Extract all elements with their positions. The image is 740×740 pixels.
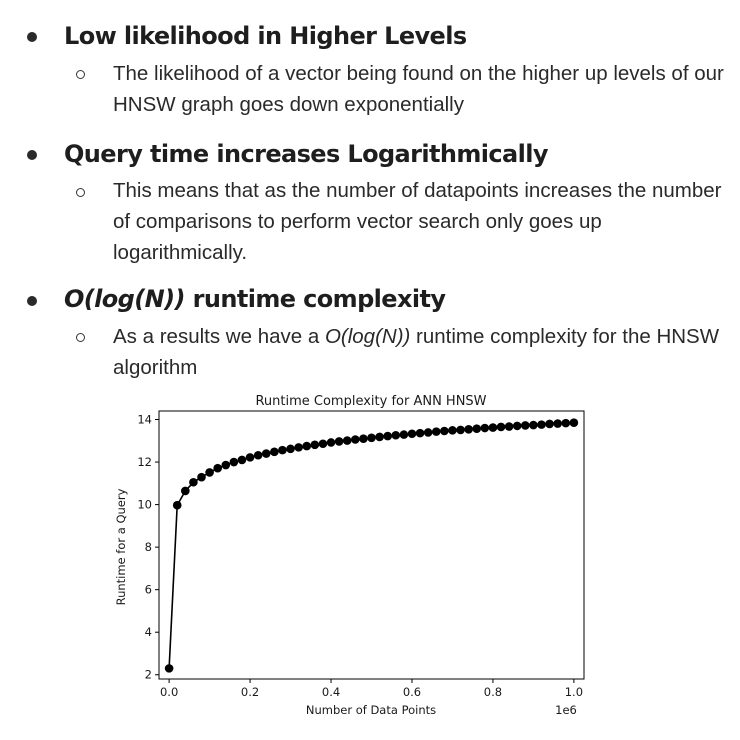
series-line [168, 421, 574, 669]
data-point [529, 420, 538, 430]
data-point [383, 431, 392, 441]
data-point [189, 477, 198, 487]
data-point [172, 500, 182, 510]
data-point [351, 435, 360, 444]
bullet-3-heading: O(log(N)) runtime complexity [64, 285, 446, 313]
data-point [496, 422, 506, 432]
data-point [399, 430, 409, 439]
data-point [261, 449, 271, 458]
bullet-3-heading-italic: O(log(N)) [64, 285, 185, 313]
data-point [521, 421, 530, 430]
data-point [391, 430, 401, 440]
data-point [302, 441, 312, 451]
data-point [512, 421, 522, 431]
x-tick-label: 0.4 [322, 685, 340, 699]
chart-plot-frame [158, 410, 585, 680]
y-tick-label: 12 [137, 455, 152, 469]
bullet-3-sub-before: As a results we have a [113, 325, 325, 348]
data-point [237, 455, 247, 465]
bullet-dot-icon [27, 296, 37, 306]
x-tick-label: 0.0 [160, 685, 178, 699]
data-point [415, 428, 425, 438]
data-point [253, 450, 263, 460]
chart-title: Runtime Complexity for ANN HNSW [255, 394, 486, 409]
sub-bullet-circle-icon [76, 333, 85, 342]
data-point [326, 438, 336, 447]
data-point [367, 433, 376, 443]
bullet-3-subtext: As a results we have a O(log(N)) runtime… [113, 321, 728, 383]
data-point [294, 443, 303, 452]
bullet-2-heading: Query time increases Logarithmically [64, 140, 549, 168]
bullet-1-subtext: The likelihood of a vector being found o… [113, 62, 724, 116]
data-point [537, 420, 546, 429]
data-point [286, 444, 295, 454]
data-point [342, 436, 352, 445]
sub-bullet-circle-icon [76, 188, 85, 197]
data-point [480, 423, 490, 433]
chart-x-offset-label: 1e6 [555, 703, 577, 717]
y-tick-label: 14 [137, 413, 152, 427]
x-tick-label: 1.0 [565, 685, 583, 699]
sub-bullet-circle-icon [76, 70, 85, 79]
data-point [375, 432, 384, 442]
data-point [456, 425, 465, 435]
bullet-2-subtext: This means that as the number of datapoi… [113, 179, 722, 264]
data-point [278, 445, 287, 455]
data-point [448, 426, 457, 435]
data-point [431, 427, 441, 436]
data-point [164, 664, 174, 673]
bullet-dot-icon [27, 32, 37, 42]
bullet-dot-icon [27, 150, 37, 160]
data-point [245, 453, 255, 462]
y-tick-label: 6 [145, 583, 152, 597]
bullet-3-sub-after: runtime complexity for the HNSW algorith… [113, 325, 720, 379]
y-tick-label: 4 [145, 625, 152, 639]
data-point [197, 472, 206, 482]
bullet-1-heading: Low likelihood in Higher Levels [64, 22, 467, 50]
data-point [181, 486, 190, 496]
chart-ylabel: Runtime for a Query [114, 488, 128, 605]
data-point [359, 434, 368, 443]
data-point [334, 437, 344, 446]
x-tick-label: 0.6 [403, 685, 421, 699]
data-point [504, 422, 514, 431]
x-tick-label: 0.2 [241, 685, 259, 699]
data-point [310, 440, 320, 450]
data-point [472, 424, 482, 433]
bullet-3-sub-italic: O(log(N)) [324, 325, 411, 348]
chart-xlabel: Number of Data Points [306, 703, 436, 717]
data-point [318, 439, 328, 449]
bullet-3-heading-rest: runtime complexity [184, 285, 446, 313]
data-point [561, 418, 571, 428]
data-point [440, 426, 449, 436]
data-point [488, 423, 498, 432]
y-tick-label: 8 [145, 540, 152, 554]
data-point [270, 447, 279, 457]
data-point [553, 419, 562, 428]
data-point [213, 463, 222, 473]
y-tick-label: 10 [137, 498, 152, 512]
data-point [407, 429, 417, 439]
data-point [205, 468, 214, 477]
x-tick-label: 0.8 [484, 685, 502, 699]
y-tick-label: 2 [145, 668, 152, 682]
data-point [221, 460, 231, 470]
data-point [464, 424, 473, 434]
data-point [423, 428, 433, 437]
data-point [545, 419, 554, 429]
data-point [569, 418, 579, 427]
data-point [229, 457, 239, 467]
